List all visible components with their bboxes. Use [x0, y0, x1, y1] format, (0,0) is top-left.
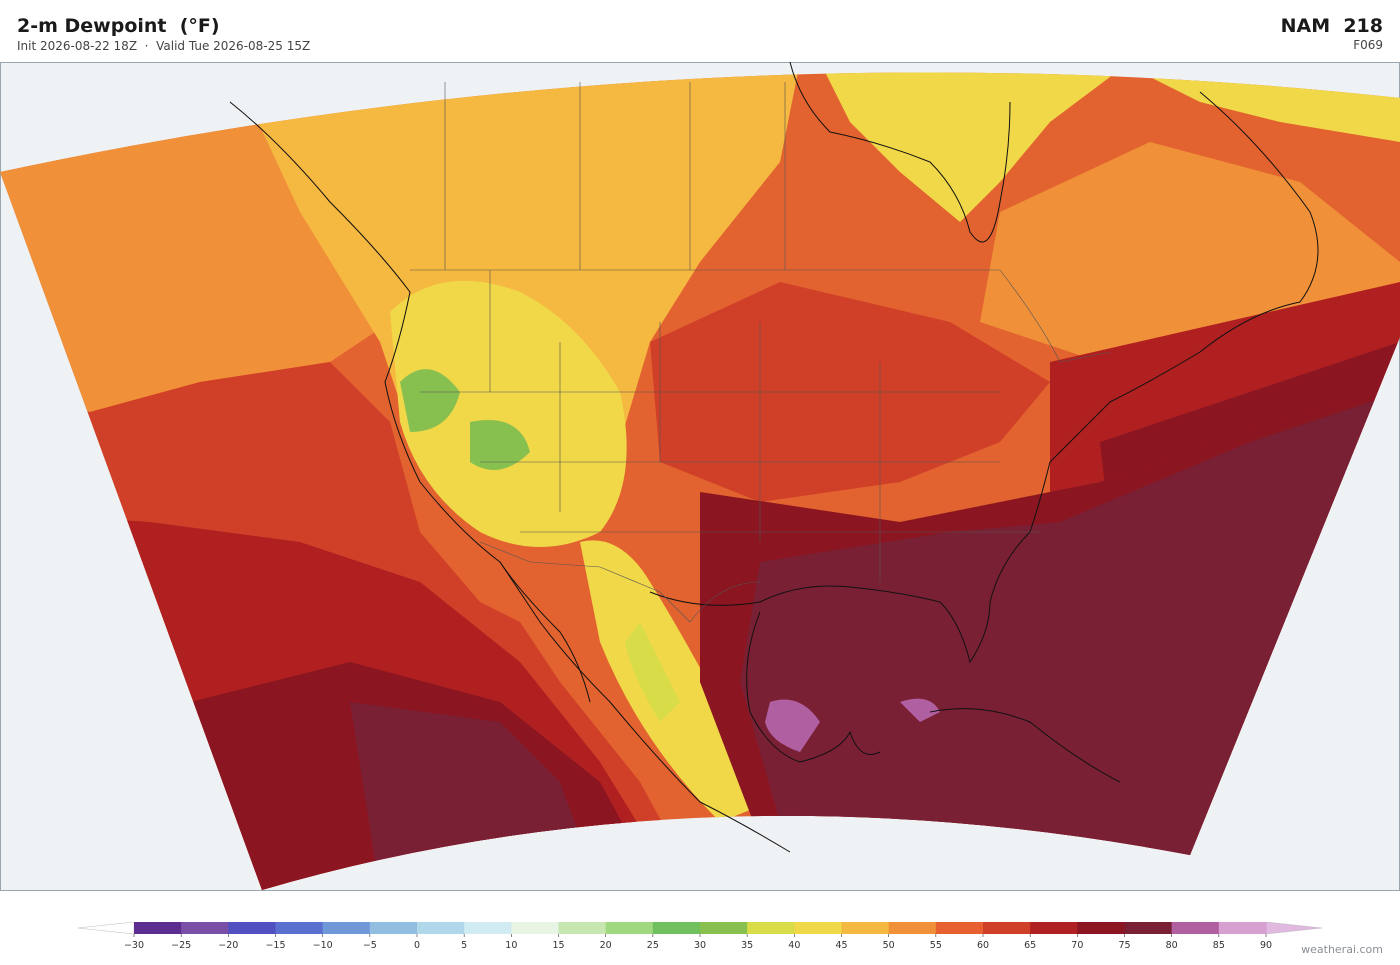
colorbar-extension-low — [77, 921, 135, 935]
colorbar-tick-label: −25 — [171, 940, 191, 951]
forecast-hour: F069 — [1353, 38, 1383, 52]
colorbar-segment — [794, 922, 842, 934]
colorbar-segment — [700, 922, 748, 934]
colorbar-tick-label: 50 — [883, 940, 895, 951]
colorbar-segment — [888, 922, 937, 934]
colorbar-tick-label: 80 — [1166, 940, 1178, 951]
colorbar-tick-label: 25 — [647, 940, 659, 951]
colorbar-segment — [228, 922, 276, 934]
map-title: 2-m Dewpoint (°F) — [17, 15, 220, 37]
colorbar-tick-label: 20 — [600, 940, 612, 951]
colorbar-tick-label: 0 — [414, 940, 420, 951]
colorbar-tick-label: 15 — [552, 940, 564, 951]
colorbar-tick-label: 5 — [461, 940, 467, 951]
colorbar-segment — [417, 922, 465, 934]
colorbar-segment — [652, 922, 701, 934]
colorbar-segment — [1124, 922, 1173, 934]
colorbar-segment — [983, 922, 1031, 934]
colorbar-segment — [369, 922, 418, 934]
colorbar-segment — [275, 922, 324, 934]
colorbar-segment — [1218, 922, 1267, 934]
watermark: weatherai.com — [1301, 943, 1383, 956]
colorbar-tick-label: 55 — [930, 940, 942, 951]
colorbar-tick-label: −5 — [363, 940, 377, 951]
colorbar-segment — [511, 922, 559, 934]
colorbar-tick-label: 10 — [505, 940, 517, 951]
colorbar-tick-label: 30 — [694, 940, 706, 951]
colorbar-segment — [1077, 922, 1125, 934]
borders — [410, 82, 1111, 623]
colorbar-tick-label: −30 — [124, 940, 144, 951]
colorbar-tick-label: −15 — [265, 940, 285, 951]
colorbar-tick-label: 40 — [788, 940, 800, 951]
colorbar-segment — [1030, 922, 1078, 934]
map — [0, 62, 1400, 891]
colorbar-tick-label: 70 — [1071, 940, 1083, 951]
colorbar-segment — [747, 922, 795, 934]
colorbar-segment — [841, 922, 890, 934]
colorbar-segment — [935, 922, 984, 934]
colorbar-segment — [134, 922, 182, 934]
colorbar-tick-label: 75 — [1118, 940, 1130, 951]
colorbar-tick-label: −10 — [313, 940, 333, 951]
colorbar-segment — [1171, 922, 1220, 934]
colorbar-segment — [322, 922, 371, 934]
colorbar: −30 −25 −20 −15 −10 −5 0 5 10 15 20 25 30 35 40 45 50 55 6… — [77, 921, 1323, 951]
map-subtitle: Init 2026-08-22 18Z · Valid Tue 2026-08-… — [17, 39, 311, 53]
colorbar-tick-label: 85 — [1213, 940, 1225, 951]
colorbar-segment — [558, 922, 607, 934]
colorbar-segment — [464, 922, 512, 934]
colorbar-tick-label: 45 — [835, 940, 847, 951]
colorbar-tick-label: 60 — [977, 940, 989, 951]
coastlines — [229, 62, 1319, 853]
colorbar-tick-label: 35 — [741, 940, 753, 951]
colorbar-extension-high — [1265, 921, 1323, 935]
colorbar-tick-label: −20 — [218, 940, 238, 951]
colorbar-tick-label: 65 — [1024, 940, 1036, 951]
model-name: NAM 218 — [1280, 15, 1383, 37]
colorbar-segment — [605, 922, 654, 934]
colorbar-tick-label: 90 — [1260, 940, 1272, 951]
colorbar-segment — [181, 922, 229, 934]
